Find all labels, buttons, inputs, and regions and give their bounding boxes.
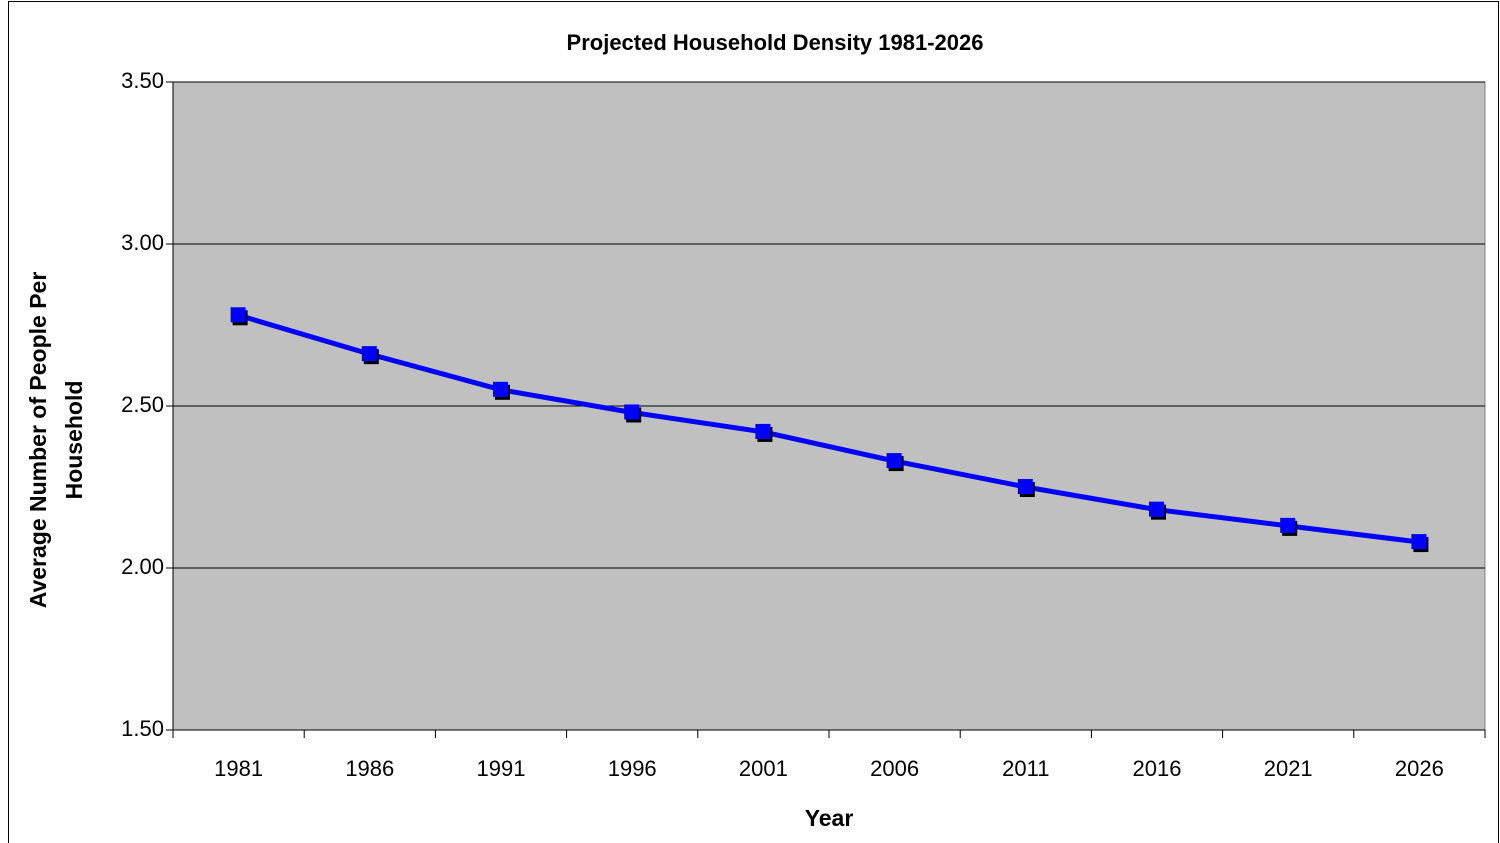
y-axis-label: Average Number of People Per <box>25 272 51 609</box>
y-tick-label: 1.50 <box>121 716 164 741</box>
marker <box>361 346 377 362</box>
y-tick-label: 3.00 <box>121 230 164 255</box>
marker <box>755 423 771 439</box>
x-axis-label: Year <box>805 805 854 831</box>
y-axis-label: Household <box>61 381 87 500</box>
marker <box>1411 534 1427 550</box>
y-tick-label: 2.00 <box>121 554 164 579</box>
x-tick-label: 2021 <box>1264 756 1313 781</box>
x-tick-label: 2026 <box>1395 756 1444 781</box>
y-tick-label: 2.50 <box>121 392 164 417</box>
chart-title: Projected Household Density 1981-2026 <box>567 30 984 55</box>
x-tick-label: 1996 <box>608 756 657 781</box>
x-tick-label: 2006 <box>870 756 919 781</box>
marker <box>493 381 508 397</box>
x-tick-label: 2016 <box>1133 756 1182 781</box>
x-tick-label: 2001 <box>739 756 788 781</box>
x-tick-label: 1991 <box>477 756 526 781</box>
marker <box>624 404 640 420</box>
marker <box>1149 501 1164 517</box>
marker <box>886 453 902 469</box>
marker <box>1280 517 1296 533</box>
x-tick-label: 2011 <box>1002 756 1049 781</box>
x-tick-label: 1981 <box>214 756 263 781</box>
series-line <box>237 312 1420 545</box>
x-tick-label: 1986 <box>345 756 394 781</box>
marker <box>230 307 246 323</box>
y-tick-label: 3.50 <box>121 68 164 93</box>
marker <box>1017 479 1033 494</box>
